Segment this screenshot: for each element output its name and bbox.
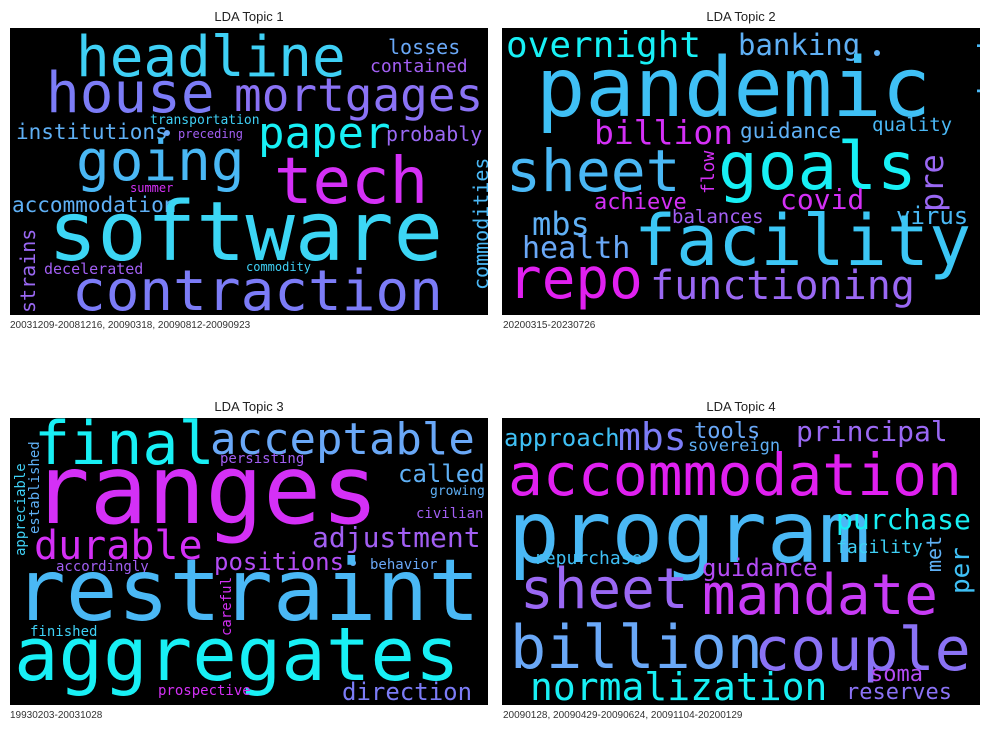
word-dot (350, 560, 356, 566)
word: adjustment (312, 521, 481, 554)
word: aggregates (14, 612, 460, 698)
word: balances (672, 206, 764, 228)
word: decelerated (44, 260, 144, 278)
word: program (508, 483, 871, 583)
word: overnight (506, 28, 702, 66)
word: billion (594, 113, 734, 152)
word: headline (76, 28, 346, 90)
word: accommodation (12, 193, 177, 217)
word: probably (386, 122, 483, 146)
word: persisting (220, 451, 305, 467)
word: tech (274, 145, 429, 219)
word: covid (780, 183, 865, 216)
panel-caption-3: 19930203-20031028 (10, 710, 103, 721)
wordcloud-3: final acceptable ranges persisting calle… (10, 418, 488, 705)
word: soma (870, 662, 923, 687)
word: direction (342, 678, 473, 705)
word: guidance (702, 554, 818, 582)
word: software (48, 185, 443, 280)
word: per (946, 547, 976, 594)
word: couple (754, 615, 971, 685)
word: going (76, 129, 245, 194)
word: principal (796, 418, 948, 448)
word: called (398, 460, 485, 488)
word: ranges (32, 434, 379, 546)
word: acceptable (210, 418, 475, 465)
word: final (34, 418, 215, 479)
word: restraint (14, 541, 480, 641)
word: behavior (370, 557, 438, 573)
word: approach (504, 424, 620, 452)
word: commodities (469, 157, 488, 290)
panel-title-1: LDA Topic 1 (214, 9, 284, 24)
wordcloud-2: overnight banking pandemic remarked bill… (502, 28, 980, 315)
word: strains (16, 228, 40, 313)
word: facility (634, 200, 972, 282)
word: repurchase (534, 548, 643, 569)
word: durable (34, 523, 203, 569)
word: remarked (973, 41, 980, 187)
word: billion (510, 613, 763, 683)
panel-caption-4: 20090128, 20090429-20090624, 20091104-20… (503, 710, 743, 721)
word: preceding (178, 127, 244, 141)
word: mbs (618, 418, 687, 459)
word: quality (872, 114, 953, 136)
word: facility (836, 537, 923, 558)
word: civilian (416, 506, 484, 522)
panel-caption-1: 20031209-20081216, 20090318, 20090812-20… (10, 320, 251, 331)
word: paper (258, 108, 391, 159)
word: summer (130, 181, 174, 195)
word: sheet (520, 557, 689, 622)
word: sheet (506, 137, 681, 205)
word: goals (718, 128, 917, 205)
word: achieve (594, 190, 687, 215)
word: tools (694, 419, 761, 444)
word: accommodation (508, 441, 962, 509)
word-dot (164, 130, 170, 136)
word: mortgages (234, 68, 484, 122)
word: growing (430, 484, 485, 499)
word: virus (896, 202, 969, 230)
word-dot (874, 50, 880, 56)
word: functioning (650, 263, 915, 309)
word: sovereign (688, 436, 781, 456)
word: mbs (532, 205, 590, 243)
word: transportation (150, 113, 260, 128)
panel-title-2: LDA Topic 2 (706, 9, 776, 24)
wordcloud-4: approach mbs tools principal sovereign a… (502, 418, 980, 705)
word: losses (388, 35, 461, 59)
word: institutions (16, 120, 168, 144)
panel-caption-2: 20200315-20230726 (503, 320, 596, 331)
wordcloud-1: headline house mortgages losses containe… (10, 28, 488, 315)
word: contained (370, 56, 468, 77)
word: purchase (836, 503, 971, 536)
word: guidance (740, 119, 842, 143)
word: reserves (846, 680, 952, 705)
word: commodity (246, 260, 312, 274)
word: house (46, 61, 215, 126)
word: pandemic (536, 41, 931, 136)
panel-title-4: LDA Topic 4 (706, 399, 776, 414)
word: mandate (702, 563, 939, 628)
word: banking (738, 28, 861, 62)
word: established (27, 441, 43, 534)
word: flow (698, 150, 719, 194)
word: prospective (158, 683, 251, 699)
word: positions (214, 548, 345, 576)
word: health (522, 231, 631, 266)
word: contraction (72, 259, 443, 316)
word: repo (508, 247, 643, 312)
word: accordingly (56, 559, 149, 575)
word: finished (30, 624, 98, 640)
word: normalization (530, 665, 828, 705)
panel-title-3: LDA Topic 3 (214, 399, 284, 414)
